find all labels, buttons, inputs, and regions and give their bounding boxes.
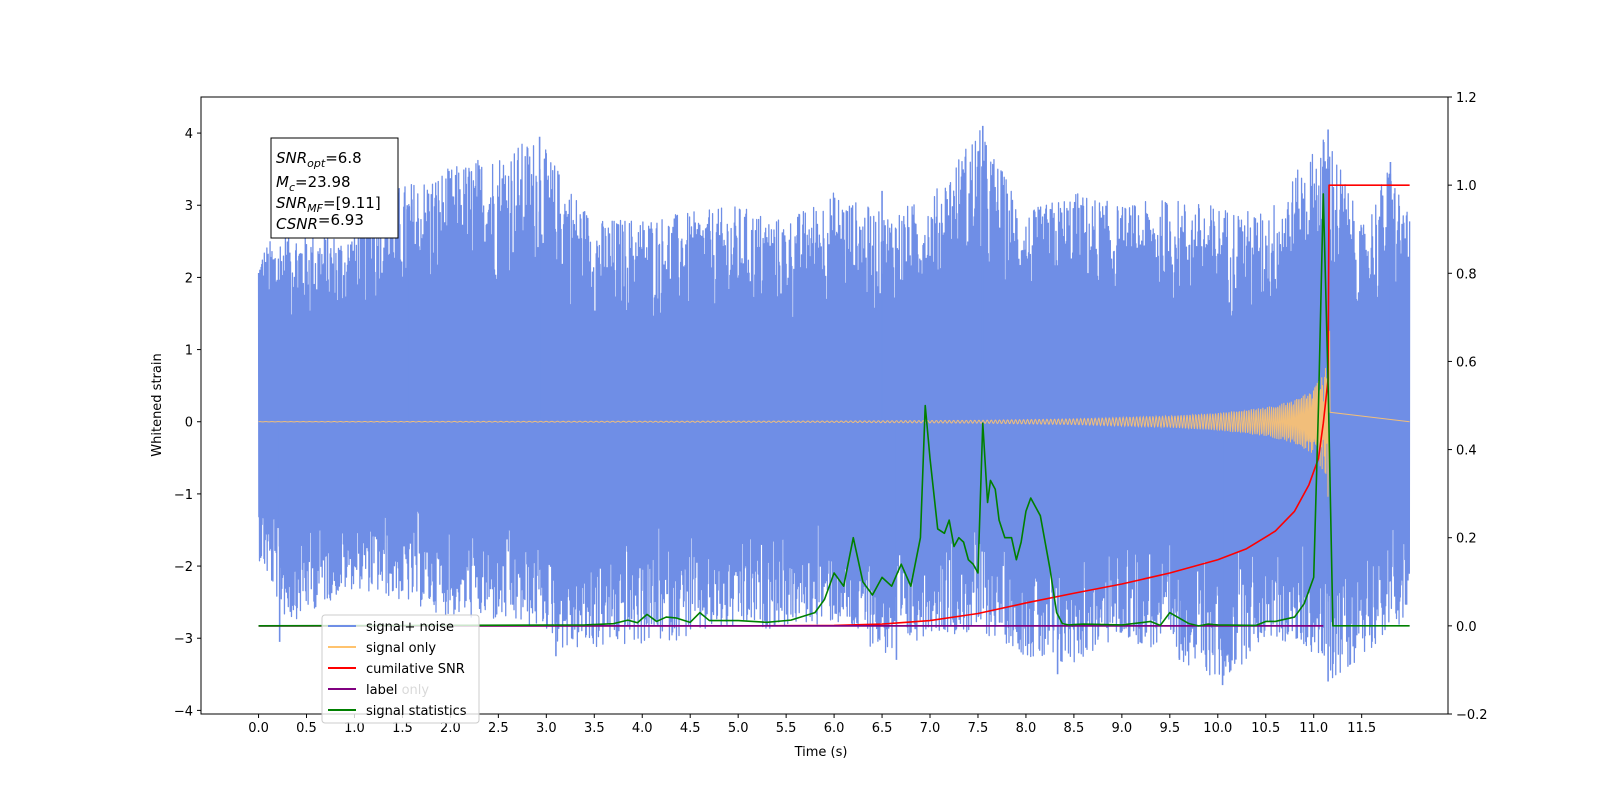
x-tick-label: 0.0 <box>248 721 269 736</box>
y2-tick-label: 0.0 <box>1456 620 1477 635</box>
x-tick-label: 11.0 <box>1299 721 1328 736</box>
x-tick-label: 5.0 <box>728 721 749 736</box>
y2-tick-label: 0.4 <box>1456 444 1477 459</box>
legend-label: signal statistics <box>366 704 467 719</box>
legend-label-faded: label only <box>366 683 429 698</box>
legend-label: cumilative SNR <box>366 662 465 677</box>
y-tick-label: −2 <box>174 560 193 575</box>
legend: signal+ noise signal only cumilative SNR… <box>321 614 480 724</box>
x-tick-label: 6.0 <box>824 721 845 736</box>
y-tick-label: 2 <box>185 271 193 286</box>
annotation-symbol: SNR <box>276 149 307 167</box>
x-tick-label: 1.0 <box>344 721 365 736</box>
annotation-value: =6.8 <box>325 149 361 167</box>
plot-frame <box>200 96 1449 715</box>
y-axis-label: Whitened strain <box>150 353 165 456</box>
x-tick-label: 4.0 <box>632 721 653 736</box>
y-tick-label: −1 <box>174 488 193 503</box>
x-tick-label: 0.5 <box>296 721 317 736</box>
annotation-subscript: opt <box>307 157 326 170</box>
annotation-line: Mc=23.98 <box>276 173 351 194</box>
x-tick-label: 8.0 <box>1016 721 1037 736</box>
y-tick-label: 1 <box>185 344 193 359</box>
signal-noise-line <box>257 130 1411 679</box>
annotation-value: =6.93 <box>318 211 364 229</box>
y-axis-right: −0.2 0.0 0.2 0.4 0.6 0.8 1.0 1.2 <box>1448 91 1488 723</box>
x-tick-label: 8.5 <box>1064 721 1085 736</box>
x-tick-label: 6.5 <box>872 721 893 736</box>
y2-tick-label: 1.2 <box>1456 91 1477 106</box>
signal-only-line <box>258 330 1410 497</box>
x-tick-label: 5.5 <box>776 721 797 736</box>
signal-only-series <box>258 330 1410 497</box>
annotation-line: CSNR=6.93 <box>276 211 364 233</box>
annotation-line: SNRMF=[9.11] <box>276 194 381 215</box>
y-tick-label: −4 <box>174 704 193 719</box>
x-tick-label: 9.5 <box>1159 721 1180 736</box>
x-axis: 0.0 0.5 1.0 1.5 2.0 2.5 3.0 3.5 4.0 4.5 5.0 5.5 6.0 6… <box>248 714 1376 736</box>
x-tick-label: 7.0 <box>920 721 941 736</box>
y2-tick-label: 1.0 <box>1456 179 1477 194</box>
legend-label: signal+ noise <box>366 620 454 635</box>
x-tick-label: 4.5 <box>680 721 701 736</box>
y-axis-left: −4 −3 −2 −1 0 1 2 3 4 <box>174 127 201 719</box>
legend-label: signal only <box>366 641 436 656</box>
y-tick-label: 0 <box>185 416 193 431</box>
y-tick-label: 3 <box>185 199 193 214</box>
x-tick-label: 2.5 <box>488 721 509 736</box>
signal-statistics-line <box>258 193 1410 627</box>
y2-tick-label: 0.2 <box>1456 532 1477 547</box>
annotation-line: SNRopt=6.8 <box>276 149 362 170</box>
legend-label: label <box>366 683 397 698</box>
signal-noise-series <box>257 125 1411 686</box>
x-tick-label: 2.0 <box>440 721 461 736</box>
x-tick-label: 11.5 <box>1347 721 1376 736</box>
cumulative-snr-line <box>258 184 1410 627</box>
cumulative-snr-series <box>258 184 1410 627</box>
y2-tick-label: −0.2 <box>1456 708 1488 723</box>
x-tick-label: 10.5 <box>1251 721 1280 736</box>
y2-tick-label: 0.6 <box>1456 355 1477 370</box>
y2-tick-label: 0.8 <box>1456 267 1477 282</box>
x-tick-label: 3.0 <box>536 721 557 736</box>
annotation-value: =23.98 <box>295 173 351 191</box>
x-tick-label: 9.0 <box>1112 721 1133 736</box>
y-tick-label: −3 <box>174 632 193 647</box>
annotation-symbol: M <box>276 173 289 191</box>
x-tick-label: 7.5 <box>968 721 989 736</box>
annotation-subscript: c <box>289 181 295 194</box>
annotation-symbol: CSNR <box>276 215 318 233</box>
x-tick-label: 3.5 <box>584 721 605 736</box>
x-axis-label: Time (s) <box>794 745 848 760</box>
y-tick-label: 4 <box>185 127 193 142</box>
annotation-symbol: SNR <box>276 194 307 212</box>
x-tick-label: 10.0 <box>1203 721 1232 736</box>
annotation-box: SNRopt=6.8 Mc=23.98 SNRMF=[9.11] CSNR=6.… <box>270 137 399 239</box>
annotation-value: =[9.11] <box>323 194 381 212</box>
annotation-subscript: MF <box>307 202 323 215</box>
signal-statistics-series <box>258 193 1410 627</box>
x-tick-label: 1.5 <box>392 721 413 736</box>
